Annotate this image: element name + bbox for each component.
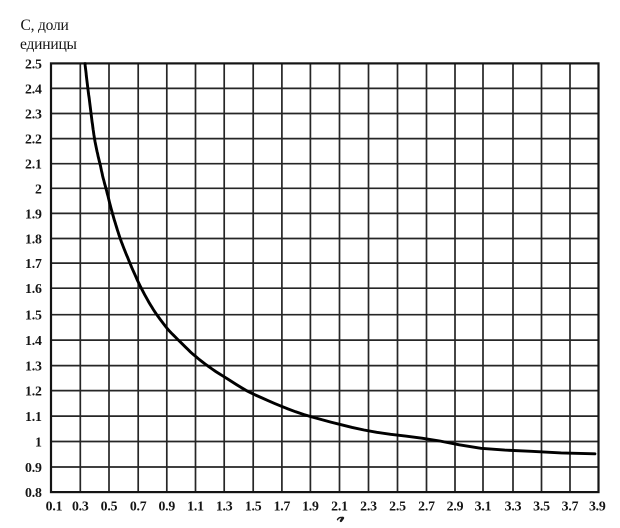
svg-text:1.1: 1.1	[187, 499, 204, 514]
svg-text:1.3: 1.3	[216, 499, 233, 514]
svg-text:1.3: 1.3	[25, 359, 42, 374]
svg-text:1: 1	[35, 435, 42, 450]
svg-text:2: 2	[35, 181, 42, 196]
svg-text:2.2: 2.2	[25, 132, 42, 147]
svg-text:0.8: 0.8	[25, 485, 42, 500]
svg-text:1.7: 1.7	[274, 499, 291, 514]
svg-text:1.6: 1.6	[25, 281, 42, 296]
svg-text:1.8: 1.8	[25, 232, 42, 247]
svg-text:0.1: 0.1	[46, 499, 63, 514]
svg-text:2.9: 2.9	[447, 499, 464, 514]
svg-text:С, доли: С, доли	[21, 17, 69, 34]
svg-text:0.5: 0.5	[101, 499, 118, 514]
svg-text:2.1: 2.1	[331, 499, 348, 514]
svg-text:1.2: 1.2	[25, 384, 42, 399]
svg-text:3.1: 3.1	[475, 499, 492, 514]
svg-text:1.9: 1.9	[25, 206, 42, 221]
svg-text:0.9: 0.9	[25, 460, 42, 475]
svg-text:2.5: 2.5	[25, 56, 42, 71]
svg-text:2.7: 2.7	[418, 499, 435, 514]
svg-text:1.1: 1.1	[25, 409, 42, 424]
svg-text:2.3: 2.3	[25, 107, 42, 122]
svg-text:2.5: 2.5	[389, 499, 406, 514]
svg-text:1.4: 1.4	[25, 333, 42, 348]
svg-text:3.7: 3.7	[562, 499, 579, 514]
svg-text:2.1: 2.1	[25, 157, 42, 172]
svg-text:2.3: 2.3	[360, 499, 377, 514]
svg-text:0.3: 0.3	[72, 499, 89, 514]
svg-text:2.4: 2.4	[25, 81, 42, 96]
svg-text:0.9: 0.9	[158, 499, 175, 514]
svg-text:0.7: 0.7	[130, 499, 147, 514]
svg-text:3.9: 3.9	[589, 499, 606, 514]
svg-text:3.3: 3.3	[505, 499, 522, 514]
svg-text:1.5: 1.5	[25, 308, 42, 323]
svg-text:единицы: единицы	[20, 36, 78, 53]
svg-text:1.9: 1.9	[302, 499, 319, 514]
svg-text:1.7: 1.7	[25, 256, 42, 271]
svg-text:3.5: 3.5	[533, 499, 550, 514]
svg-text:1.5: 1.5	[245, 499, 262, 514]
